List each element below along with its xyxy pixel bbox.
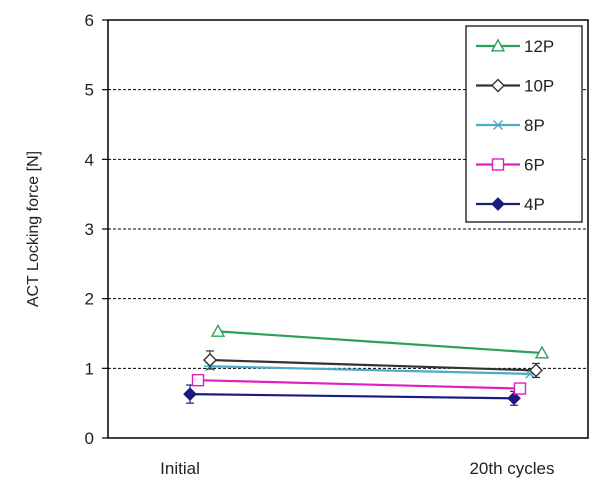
- data-point: [507, 391, 521, 406]
- legend-marker: [491, 158, 505, 171]
- x-tick-label: Initial: [160, 459, 200, 478]
- data-point: [529, 363, 543, 378]
- y-tick-label: 3: [85, 220, 94, 239]
- data-point: [183, 387, 197, 401]
- series-12p: [210, 323, 550, 359]
- data-point: [210, 323, 226, 337]
- y-tick-label: 6: [85, 11, 94, 30]
- legend-item-8p: 8P: [476, 116, 545, 135]
- series-line: [197, 379, 521, 390]
- y-axis-ticks: 0 1 2 3 4 5 6: [85, 11, 108, 448]
- x-tick-label: 20th cycles: [469, 459, 554, 478]
- data-point: [513, 382, 527, 395]
- legend-marker: [492, 120, 504, 130]
- legend-label: 4P: [524, 195, 545, 214]
- legend-label: 12P: [524, 37, 554, 56]
- y-tick-label: 2: [85, 290, 94, 309]
- y-tick-label: 0: [85, 429, 94, 448]
- y-tick-label: 1: [85, 359, 94, 378]
- y-tick-label: 4: [85, 150, 94, 169]
- x-axis-ticks: Initial 20th cycles: [160, 459, 554, 478]
- legend-label: 6P: [524, 156, 545, 175]
- legend-marker: [490, 38, 506, 52]
- legend: 12P 10P 8P 6P 4P: [465, 25, 583, 223]
- legend-label: 10P: [524, 77, 554, 96]
- data-point: [191, 373, 205, 387]
- y-axis-title: ACT Locking force [N]: [25, 151, 42, 307]
- series-group: [183, 323, 550, 406]
- series-6p: [191, 373, 527, 395]
- series-line: [217, 330, 543, 355]
- legend-item-4p: 4P: [476, 195, 545, 214]
- legend-marker: [491, 197, 505, 211]
- series-line: [209, 358, 537, 372]
- series-10p: [203, 350, 543, 378]
- legend-marker: [491, 78, 505, 93]
- data-point: [203, 352, 217, 367]
- series-line: [189, 393, 515, 400]
- legend-item-10p: 10P: [476, 77, 554, 96]
- data-point: [534, 345, 550, 359]
- legend-label: 8P: [524, 116, 545, 135]
- y-tick-label: 5: [85, 81, 94, 100]
- legend-item-12p: 12P: [476, 37, 554, 56]
- legend-item-6p: 6P: [476, 156, 545, 175]
- series-line: [209, 365, 531, 376]
